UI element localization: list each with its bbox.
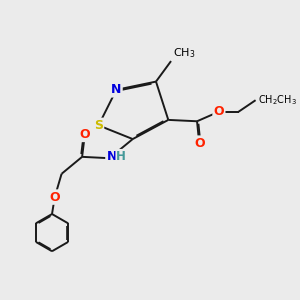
Text: N: N — [111, 83, 122, 96]
Text: CH$_2$CH$_3$: CH$_2$CH$_3$ — [258, 93, 297, 107]
Text: O: O — [214, 105, 224, 118]
Text: H: H — [116, 149, 126, 163]
Text: O: O — [194, 137, 205, 150]
Text: CH$_3$: CH$_3$ — [173, 46, 196, 60]
Text: N: N — [106, 149, 117, 163]
Text: S: S — [94, 119, 103, 132]
Text: O: O — [80, 128, 90, 141]
Text: O: O — [50, 190, 60, 204]
